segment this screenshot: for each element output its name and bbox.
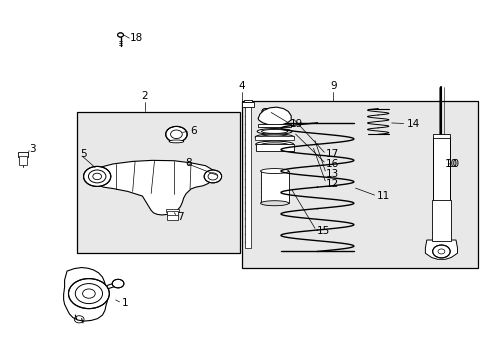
Text: 5: 5	[80, 149, 86, 159]
Bar	[255, 144, 293, 152]
Bar	[258, 123, 290, 127]
Circle shape	[266, 111, 282, 122]
Text: 2: 2	[141, 91, 148, 102]
Circle shape	[262, 109, 268, 113]
Text: 11: 11	[376, 191, 390, 201]
Bar	[242, 102, 477, 267]
Text: 17: 17	[325, 149, 339, 159]
Text: 3: 3	[30, 144, 36, 154]
Bar	[432, 137, 449, 202]
Circle shape	[112, 279, 123, 288]
Bar	[167, 215, 178, 220]
Text: 16: 16	[325, 159, 339, 169]
Ellipse shape	[255, 134, 293, 140]
Polygon shape	[94, 160, 214, 215]
Polygon shape	[63, 267, 108, 321]
Bar	[255, 136, 293, 140]
Text: 6: 6	[190, 126, 196, 136]
Circle shape	[165, 126, 187, 142]
Text: 18: 18	[130, 33, 143, 43]
Polygon shape	[425, 240, 457, 259]
Bar	[19, 152, 28, 157]
Text: 19: 19	[289, 118, 303, 129]
Text: 13: 13	[325, 168, 339, 179]
Polygon shape	[258, 107, 290, 126]
Ellipse shape	[260, 168, 288, 174]
Circle shape	[83, 166, 111, 186]
Circle shape	[432, 245, 449, 258]
Bar	[242, 103, 253, 107]
Bar	[243, 100, 252, 103]
Bar	[166, 208, 179, 212]
Text: 8: 8	[185, 158, 191, 168]
Bar	[20, 157, 27, 165]
Bar	[431, 200, 450, 241]
Text: 14: 14	[406, 118, 419, 129]
Bar	[260, 171, 288, 203]
Text: 7: 7	[177, 212, 183, 222]
Circle shape	[68, 279, 109, 309]
Bar	[244, 105, 250, 248]
Text: 10: 10	[445, 159, 457, 169]
Ellipse shape	[255, 141, 293, 148]
Circle shape	[203, 170, 221, 183]
Circle shape	[117, 33, 123, 37]
Text: 10: 10	[446, 159, 459, 169]
Text: 12: 12	[325, 179, 339, 189]
Ellipse shape	[260, 201, 288, 206]
Text: 4: 4	[238, 81, 245, 91]
Text: 15: 15	[316, 226, 329, 236]
Bar	[167, 211, 178, 216]
Ellipse shape	[257, 129, 291, 134]
Text: 1: 1	[122, 298, 128, 308]
Ellipse shape	[169, 140, 183, 143]
Bar	[77, 112, 239, 253]
Text: 9: 9	[329, 81, 336, 91]
Bar	[432, 134, 449, 138]
